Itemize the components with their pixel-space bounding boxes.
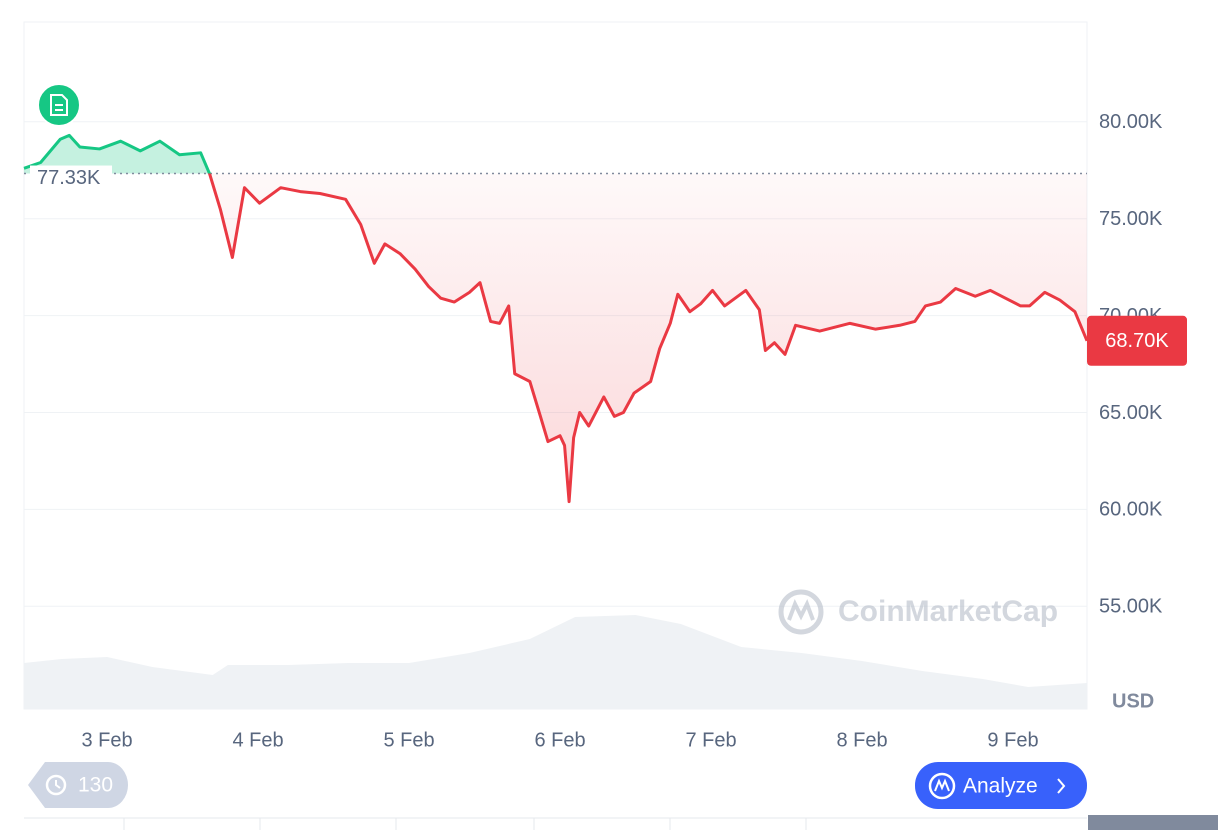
reference-label: 77.33K (37, 167, 101, 189)
watermark: CoinMarketCap (778, 589, 1058, 635)
x-tick-label: 6 Feb (534, 729, 585, 751)
history-count: 130 (78, 774, 113, 797)
bottom-strip (24, 817, 1087, 830)
history-badge[interactable]: 130 (28, 762, 128, 808)
y-tick-label: 60.00K (1099, 499, 1163, 521)
y-axis-label: USD (1112, 690, 1154, 712)
volume-area (24, 615, 1087, 709)
x-tick-label: 4 Feb (232, 729, 283, 751)
x-tick-label: 8 Feb (836, 729, 887, 751)
last-price-badge (1087, 315, 1187, 366)
y-tick-label: 75.00K (1099, 208, 1163, 230)
y-tick-label: 55.00K (1099, 596, 1163, 618)
last-price-label: 68.70K (1105, 330, 1169, 352)
y-tick-label: 65.00K (1099, 402, 1163, 424)
area-below (24, 173, 1087, 502)
x-tick-label: 3 Feb (81, 729, 132, 751)
analyze-label: Analyze (963, 775, 1038, 798)
doc-icon[interactable] (37, 83, 81, 127)
corner-bar (1088, 815, 1218, 830)
watermark-text: CoinMarketCap (838, 595, 1058, 628)
reference-label-bg (30, 165, 112, 190)
x-tick-label: 9 Feb (987, 729, 1038, 751)
x-tick-label: 5 Feb (383, 729, 434, 751)
price-line (207, 173, 1089, 504)
y-tick-label: 80.00K (1099, 111, 1163, 133)
analyze-button[interactable]: Analyze (915, 762, 1087, 809)
x-tick-label: 7 Feb (685, 729, 736, 751)
